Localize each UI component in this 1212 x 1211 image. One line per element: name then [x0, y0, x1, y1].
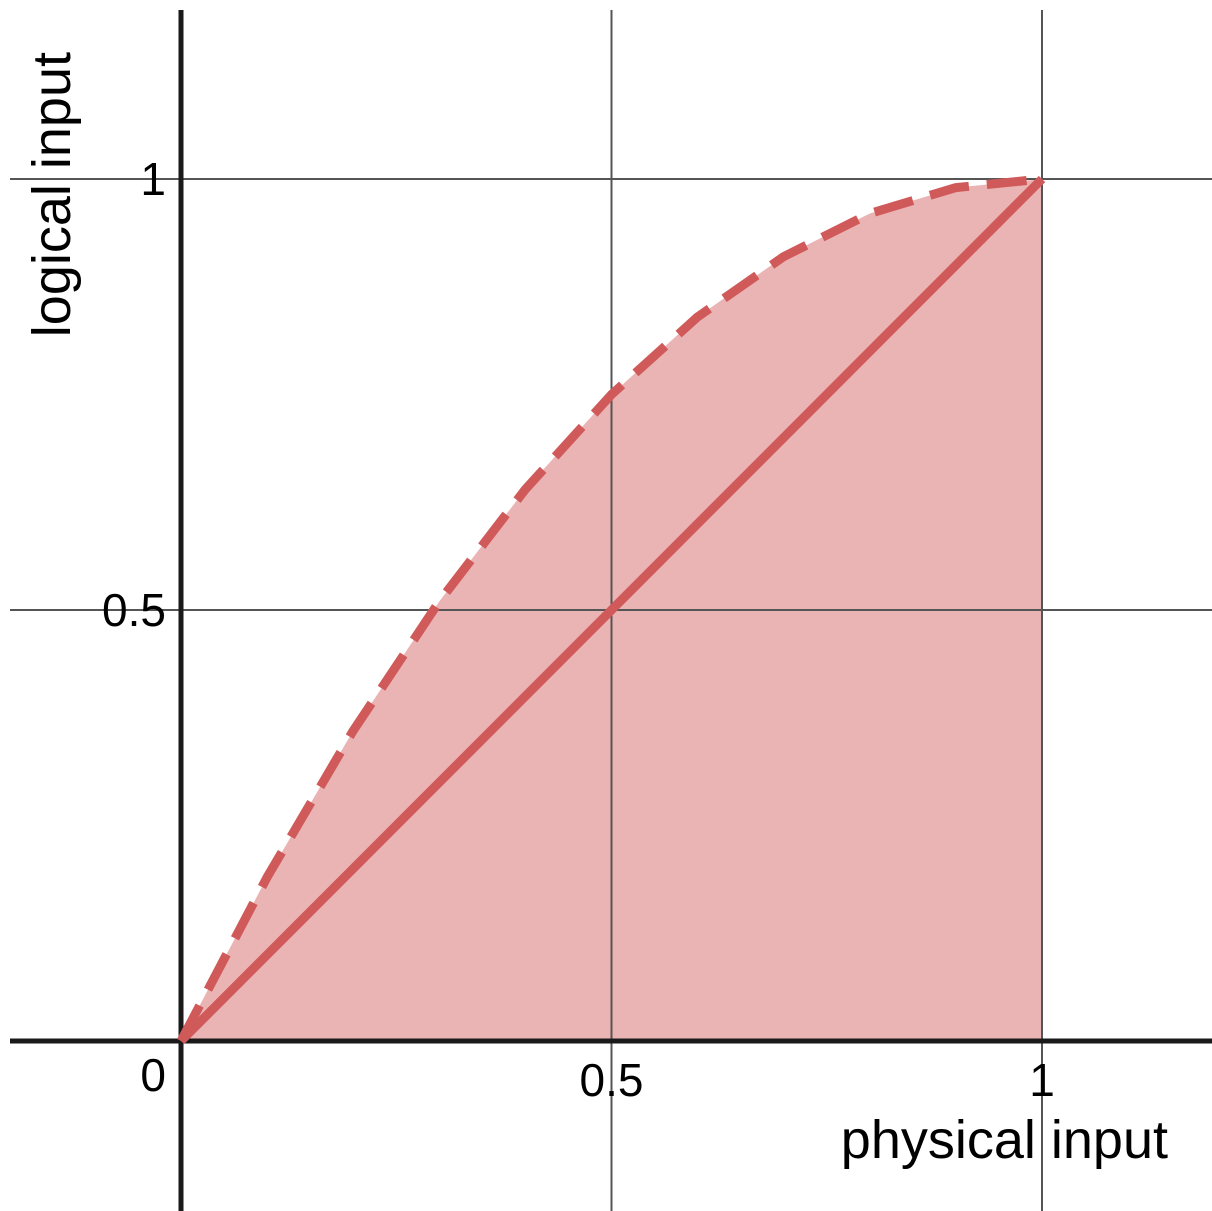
x-axis-title: physical input: [841, 1110, 1168, 1170]
y-tick-label: 0.5: [102, 584, 166, 636]
axis-layer: [10, 10, 1212, 1211]
x-tick-label: 1: [1029, 1054, 1055, 1106]
y-tick-label: 1: [140, 153, 166, 205]
solid-diagonal-series: [177, 175, 1046, 1045]
x-tick-label: 0.5: [580, 1054, 644, 1106]
series-layer: [177, 174, 1046, 1045]
origin-label: 0: [140, 1049, 166, 1101]
dashed-curve-series: [177, 174, 1043, 1044]
tick-label-layer: 0.5 1 0.5 1 0: [102, 153, 1055, 1106]
y-axis-title: logical input: [22, 52, 82, 337]
